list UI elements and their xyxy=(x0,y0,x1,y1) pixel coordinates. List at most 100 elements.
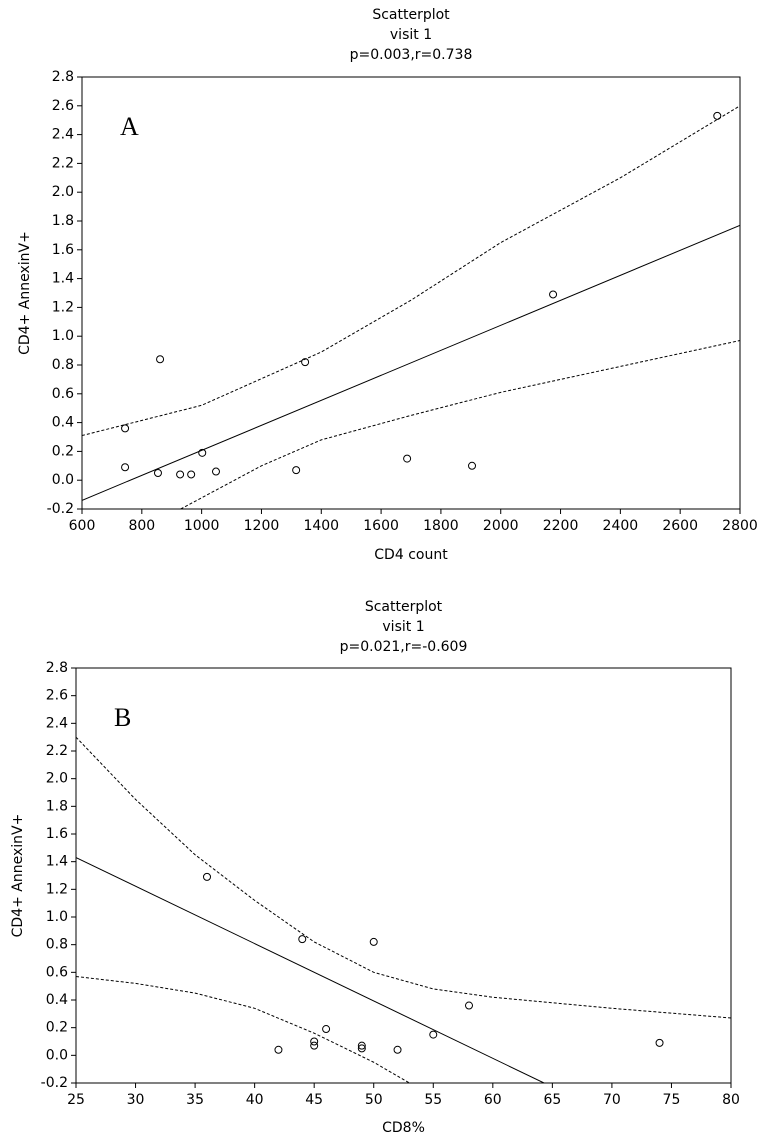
annotation: p=0.021,r=-0.609 xyxy=(340,639,468,655)
chart-title: Scatterplot xyxy=(372,7,450,23)
point xyxy=(369,937,378,946)
y-tick-label: 0.4 xyxy=(52,415,74,431)
y-tick-label: 0.2 xyxy=(46,1020,68,1036)
x-tick-label: 2600 xyxy=(662,518,698,534)
point xyxy=(429,1030,438,1039)
x-tick-label: 1000 xyxy=(184,518,220,534)
x-tick-label: 45 xyxy=(305,1092,323,1108)
point xyxy=(198,448,207,457)
x-tick-label: 1400 xyxy=(303,518,339,534)
fit-line xyxy=(82,224,740,501)
point xyxy=(357,1041,366,1050)
point xyxy=(468,461,477,470)
x-tick-label: 25 xyxy=(67,1092,85,1108)
x-tick-label: 2200 xyxy=(543,518,579,534)
y-tick-label: 1.6 xyxy=(52,242,74,258)
chart-title: Scatterplot xyxy=(365,599,443,615)
plot-frame xyxy=(75,667,732,1084)
y-tick-label: 2.6 xyxy=(52,98,74,114)
point xyxy=(310,1041,319,1050)
y-tick-label: 2.2 xyxy=(46,743,68,759)
point xyxy=(549,290,558,299)
y-tick-label: 2.8 xyxy=(46,660,68,676)
panel-label: A xyxy=(120,112,139,141)
confidence-band xyxy=(180,340,740,509)
x-tick-label: 600 xyxy=(69,518,96,534)
point xyxy=(121,463,130,472)
confidence-band xyxy=(76,736,731,1019)
y-axis-label: CD4+ AnnexinV+ xyxy=(10,814,26,938)
y-tick-label: 1.0 xyxy=(52,328,74,344)
x-tick-label: 80 xyxy=(722,1092,740,1108)
y-tick-label: 2.2 xyxy=(52,155,74,171)
y-tick-label: 1.4 xyxy=(46,854,68,870)
point xyxy=(156,355,165,364)
y-tick-label: 1.4 xyxy=(52,271,74,287)
annotation: p=0.003,r=0.738 xyxy=(350,47,473,63)
x-tick-label: 2000 xyxy=(483,518,519,534)
y-tick-label: 2.6 xyxy=(46,688,68,704)
x-tick-label: 50 xyxy=(365,1092,383,1108)
point xyxy=(187,470,196,479)
point xyxy=(403,454,412,463)
y-tick-label: 0.6 xyxy=(52,386,74,402)
y-axis-label: CD4+ AnnexinV+ xyxy=(17,231,33,355)
y-tick-label: 1.8 xyxy=(52,213,74,229)
x-tick-label: 1200 xyxy=(244,518,280,534)
y-tick-label: 0.6 xyxy=(46,964,68,980)
y-tick-label: 0.8 xyxy=(46,937,68,953)
point xyxy=(153,469,162,477)
y-tick-label: 2.8 xyxy=(52,69,74,85)
point xyxy=(298,935,307,944)
point xyxy=(322,1025,331,1034)
y-tick-label: 2.4 xyxy=(46,715,68,731)
y-tick-label: 0.2 xyxy=(52,443,74,459)
confidence-band xyxy=(76,975,410,1083)
point xyxy=(357,1044,366,1053)
point xyxy=(393,1045,402,1054)
point xyxy=(176,470,185,479)
x-axis-label: CD4 count xyxy=(374,547,448,563)
x-tick-label: 2400 xyxy=(603,518,639,534)
y-tick-label: 1.0 xyxy=(46,909,68,925)
x-tick-label: 2800 xyxy=(722,518,758,534)
point xyxy=(121,424,130,433)
point xyxy=(274,1045,283,1054)
x-tick-label: 40 xyxy=(246,1092,264,1108)
point xyxy=(203,872,211,881)
point xyxy=(292,466,301,475)
x-axis-label: CD8% xyxy=(382,1120,425,1136)
y-tick-label: 0.8 xyxy=(52,357,74,373)
y-tick-label: 0.4 xyxy=(46,992,68,1008)
y-tick-label: 0.0 xyxy=(46,1047,68,1063)
x-tick-label: 60 xyxy=(484,1092,502,1108)
y-tick-label: 1.2 xyxy=(46,881,68,897)
panel-label: B xyxy=(114,703,131,732)
y-tick-label: 2.0 xyxy=(46,771,68,787)
y-tick-label: -0.2 xyxy=(47,501,74,517)
point xyxy=(301,358,310,367)
x-tick-label: 30 xyxy=(127,1092,145,1108)
fit-line xyxy=(76,857,545,1083)
point xyxy=(211,467,220,476)
y-tick-label: 1.6 xyxy=(46,826,68,842)
point xyxy=(465,1001,473,1010)
x-tick-label: 75 xyxy=(663,1092,681,1108)
y-tick-label: -0.2 xyxy=(41,1075,68,1091)
chart-subtitle: visit 1 xyxy=(390,27,432,43)
x-tick-label: 70 xyxy=(603,1092,621,1108)
x-tick-label: 65 xyxy=(543,1092,561,1108)
x-tick-label: 800 xyxy=(128,518,155,534)
confidence-band xyxy=(82,105,740,437)
x-tick-label: 55 xyxy=(424,1092,442,1108)
y-tick-label: 1.2 xyxy=(52,299,74,315)
y-tick-label: 2.4 xyxy=(52,127,74,143)
point xyxy=(713,111,722,120)
y-tick-label: 1.8 xyxy=(46,798,68,814)
x-tick-label: 1800 xyxy=(423,518,459,534)
plot-frame xyxy=(81,76,741,510)
point xyxy=(655,1038,664,1047)
y-tick-label: 2.0 xyxy=(52,184,74,200)
x-tick-label: 1600 xyxy=(363,518,399,534)
